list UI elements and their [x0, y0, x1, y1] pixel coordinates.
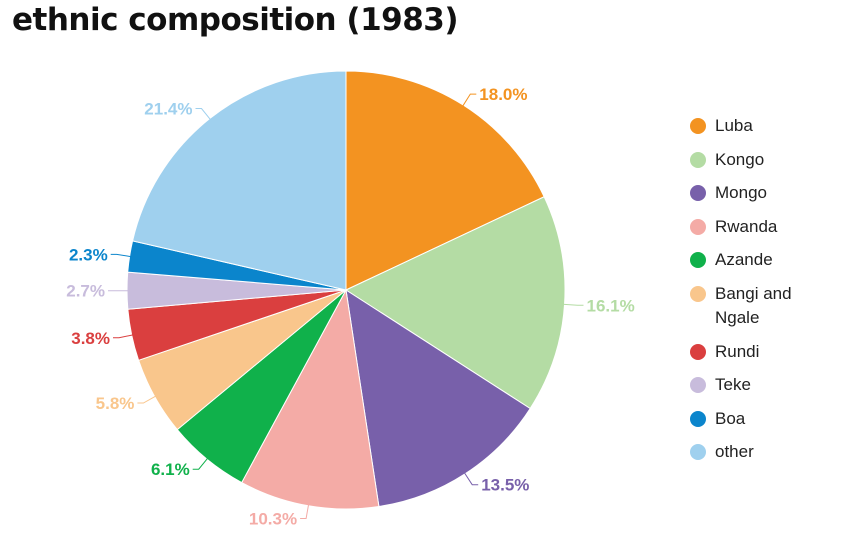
data-label-kongo: 16.1% — [587, 296, 635, 315]
legend-label-kongo: Kongo — [715, 149, 765, 169]
legend-item-bangi-and-ngale: Bangi and Ngale — [690, 282, 810, 330]
legend-item-rundi: Rundi — [690, 340, 860, 364]
data-label-boa: 2.3% — [69, 245, 108, 264]
leader-line-azande — [192, 457, 209, 470]
legend-label-boa: Boa — [715, 408, 746, 428]
legend-swatch-rwanda — [690, 218, 706, 235]
legend-label-bangi-and-ngale: Bangi and Ngale — [715, 283, 792, 327]
legend-item-azande: Azande — [690, 248, 860, 272]
legend-label-teke: Teke — [715, 375, 751, 395]
data-label-teke: 2.7% — [66, 282, 105, 301]
legend-label-rwanda: Rwanda — [715, 216, 778, 236]
legend-item-kongo: Kongo — [690, 148, 860, 172]
slice-labels: 18.0% 16.1% 13.5% 10.3% 6.1% 5.8% 3.8% 2.7% 2.3%… — [66, 85, 634, 528]
legend-swatch-luba — [690, 118, 706, 134]
data-label-mongo: 13.5% — [481, 476, 529, 495]
leader-line-other — [195, 108, 212, 121]
legend-swatch-boa — [690, 410, 706, 427]
legend-swatch-rundi — [690, 343, 706, 360]
leader-line-kongo — [562, 303, 584, 306]
legend-swatch-kongo — [690, 151, 706, 168]
legend-label-other: other — [715, 442, 754, 462]
legend-label-rundi: Rundi — [715, 341, 760, 361]
data-label-other: 21.4% — [144, 100, 192, 119]
legend-item-boa: Boa — [690, 407, 860, 431]
legend-label-mongo: Mongo — [715, 183, 767, 203]
data-label-rwanda: 10.3% — [249, 510, 297, 529]
pie-slices — [126, 70, 566, 510]
legend-swatch-azande — [690, 252, 706, 269]
data-label-luba: 18.0% — [479, 85, 527, 104]
legend-swatch-other — [690, 444, 706, 461]
data-label-rundi: 3.8% — [71, 329, 110, 348]
legend-swatch-teke — [690, 377, 706, 394]
legend-item-teke: Teke — [690, 373, 860, 397]
legend-item-other: other — [690, 440, 860, 464]
data-label-bangi-and-ngale: 5.8% — [96, 394, 135, 413]
legend-swatch-bangi-and-ngale — [690, 285, 706, 302]
leader-line-rundi — [113, 334, 134, 339]
leader-line-luba — [461, 93, 477, 108]
legend-label-azande: Azande — [715, 250, 773, 270]
chart-title: ethnic composition (1983) — [12, 2, 459, 38]
legend-swatch-mongo — [690, 185, 706, 202]
legend-item-luba: Luba — [690, 114, 860, 138]
data-label-azande: 6.1% — [151, 460, 190, 479]
leader-line-boa — [110, 253, 132, 258]
legend: Luba Kongo Mongo Rwanda Azande Bangi and Ngal… — [690, 114, 860, 474]
leader-line-bangi-and-ngale — [137, 395, 157, 404]
leader-line-rwanda — [300, 503, 310, 519]
label-leader-lines — [108, 93, 584, 519]
legend-item-mongo: Mongo — [690, 181, 860, 205]
leader-line-mongo — [463, 471, 479, 486]
legend-item-rwanda: Rwanda — [690, 215, 860, 239]
legend-label-luba: Luba — [715, 116, 753, 135]
